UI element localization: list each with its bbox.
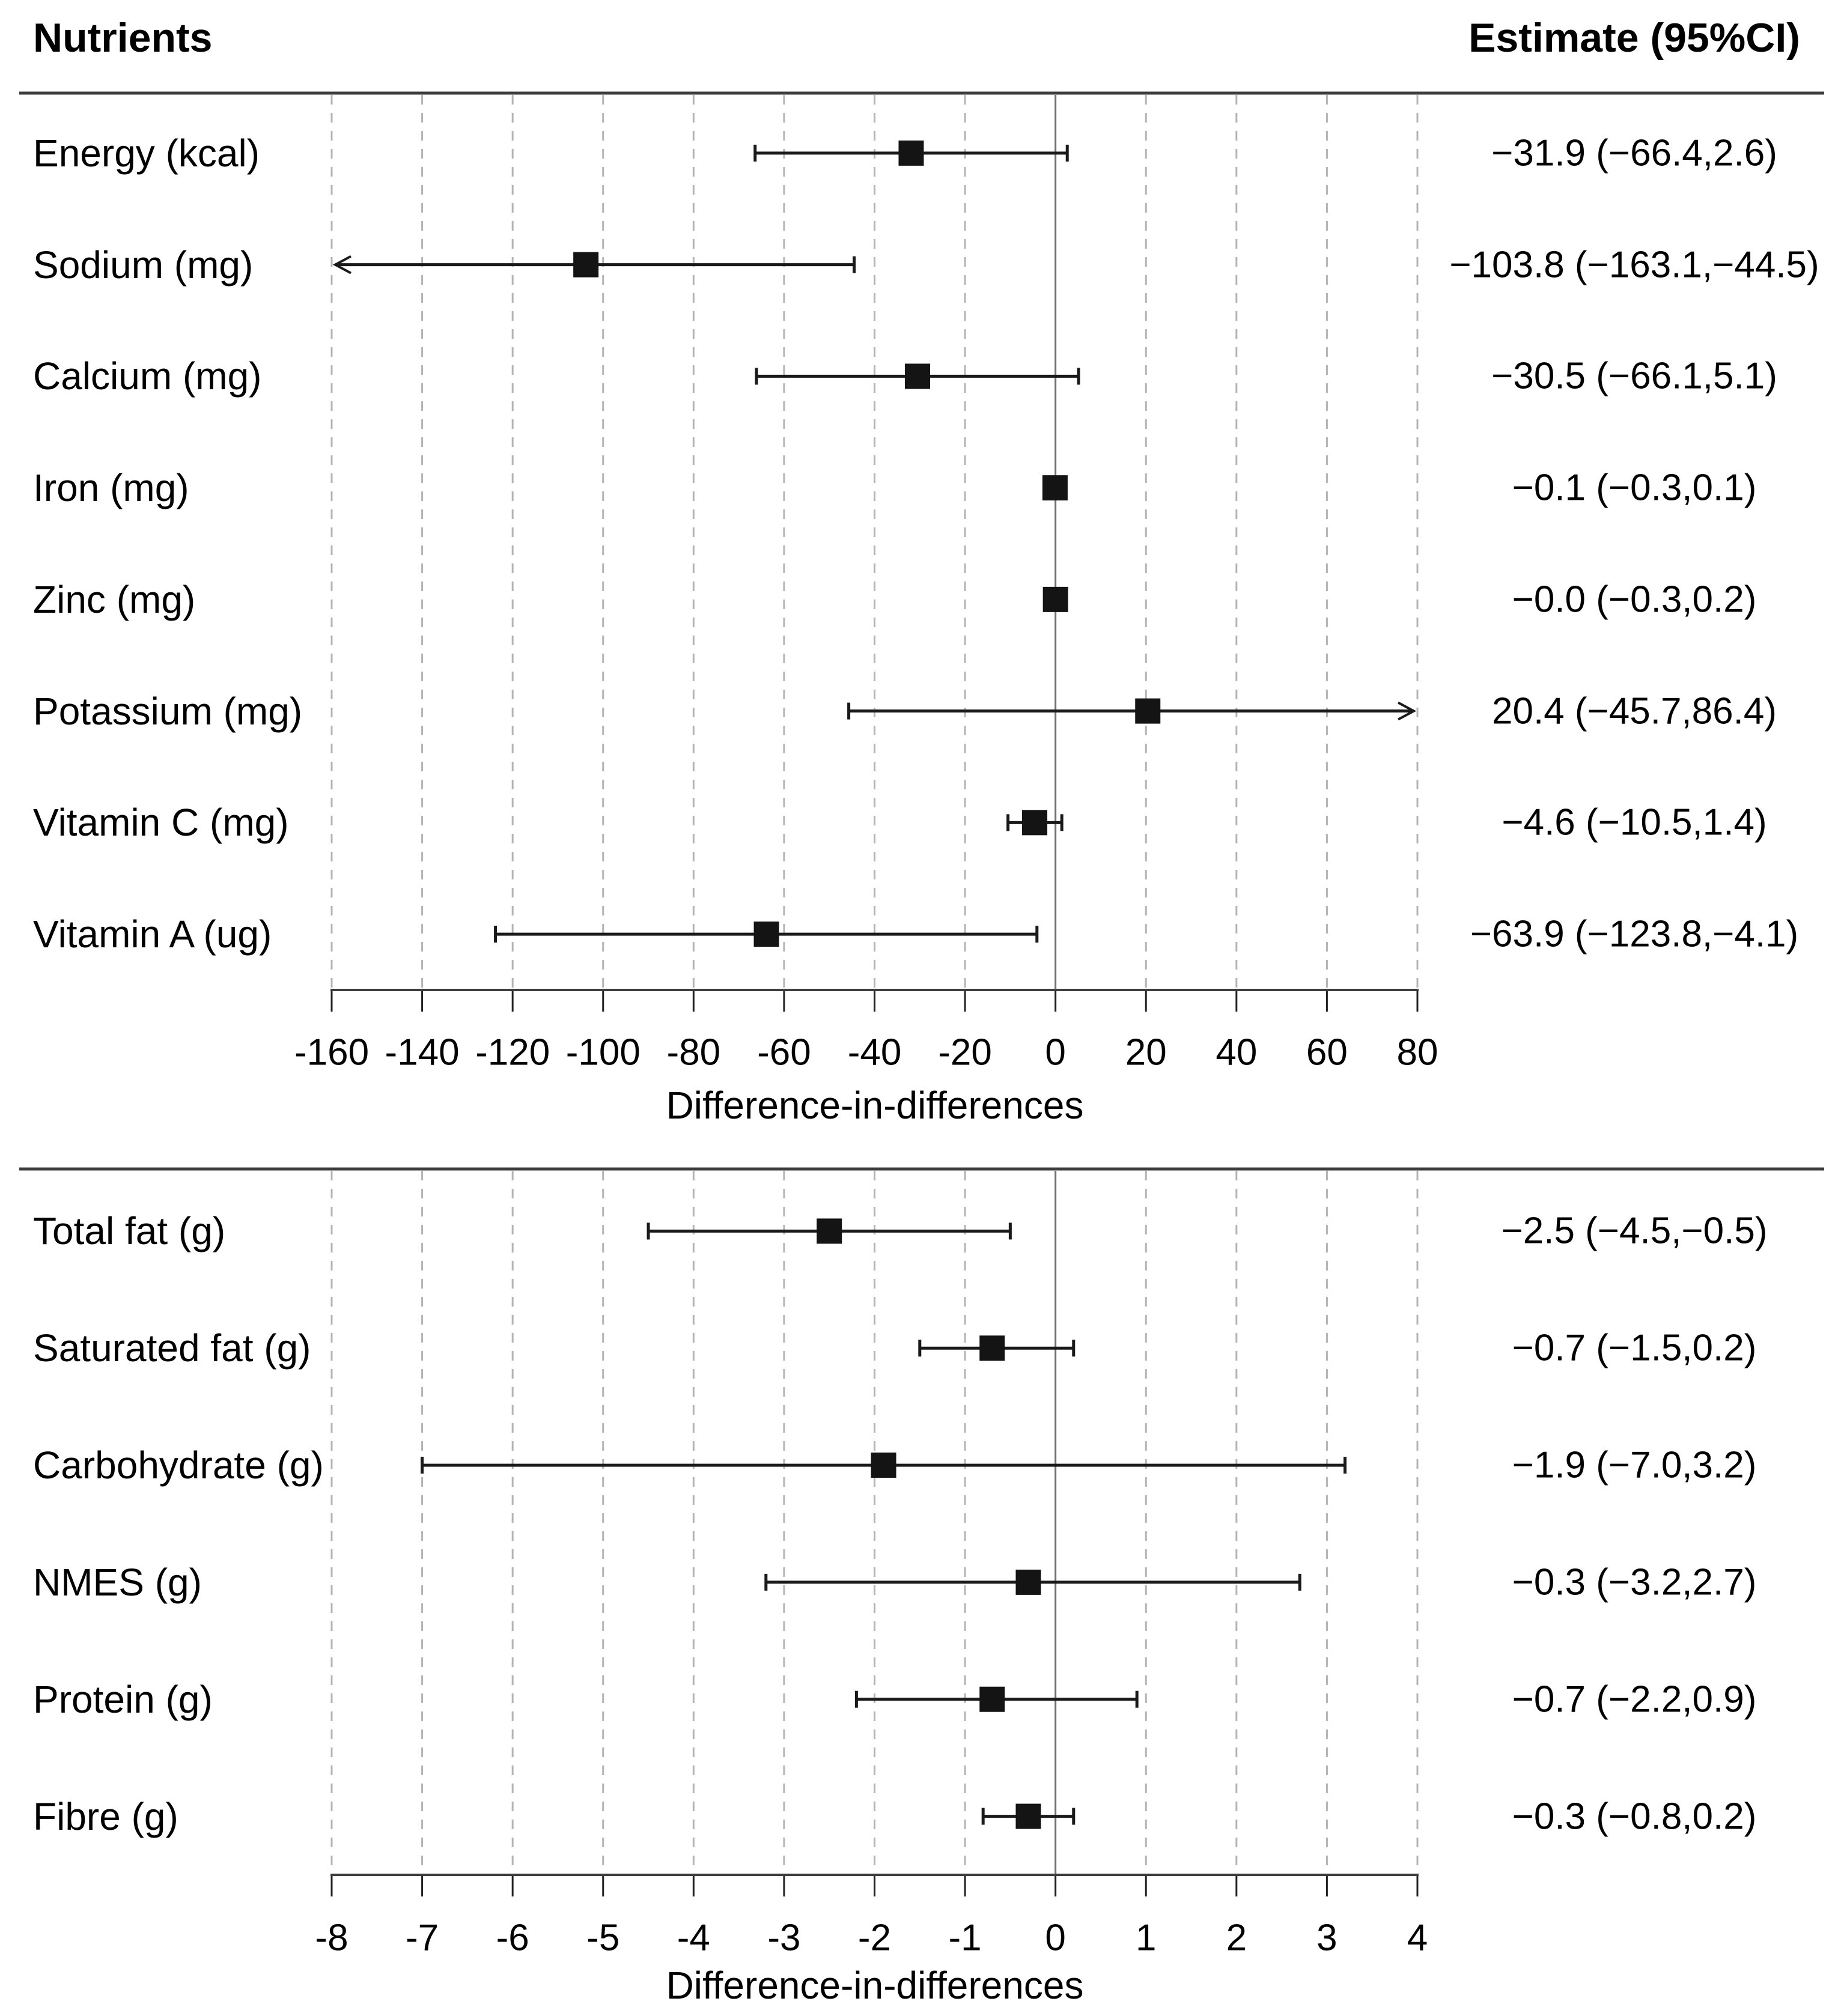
axis-tick-label: 4 <box>1407 1917 1428 1959</box>
axis-tick-label: -7 <box>406 1917 439 1959</box>
x-axis-label-top: Difference-in-differences <box>666 1084 1084 1127</box>
axis-tick-label: 20 <box>1125 1032 1167 1073</box>
row-label: Energy (kcal) <box>33 131 260 175</box>
estimate-value: −0.1 (−0.3,0.1) <box>1512 467 1757 509</box>
axis-tick-label: -100 <box>566 1032 641 1073</box>
forest-marker <box>898 140 924 166</box>
forest-marker <box>817 1218 842 1244</box>
forest-marker <box>753 921 779 947</box>
axis-tick-label: -20 <box>938 1032 992 1073</box>
axis-tick-label: -80 <box>667 1032 721 1073</box>
estimate-value: −30.5 (−66.1,5.1) <box>1491 355 1777 397</box>
estimate-value: −103.8 (−163.1,−44.5) <box>1449 244 1819 286</box>
forest-marker <box>1015 1569 1041 1595</box>
column-header-estimate: Estimate (95%CI) <box>1468 15 1800 61</box>
estimate-value: −31.9 (−66.4,2.6) <box>1491 132 1777 174</box>
row-label: Zinc (mg) <box>33 577 196 621</box>
row-label: Vitamin A (ug) <box>33 912 272 956</box>
row-label: Calcium (mg) <box>33 354 262 398</box>
estimate-value: −0.7 (−1.5,0.2) <box>1512 1327 1757 1369</box>
forest-marker <box>1042 475 1068 501</box>
x-axis-label-bottom: Difference-in-differences <box>666 1964 1084 2007</box>
ci-arrow-right <box>1398 701 1417 721</box>
row-label: Carbohydrate (g) <box>33 1444 324 1487</box>
axis-tick-label: -4 <box>677 1917 710 1959</box>
axis-tick-label: -2 <box>858 1917 891 1959</box>
axis-tick-label: -8 <box>315 1917 348 1959</box>
row-label: Fibre (g) <box>33 1794 178 1838</box>
forest-marker <box>1015 1803 1041 1829</box>
forest-marker <box>871 1453 896 1478</box>
estimate-value: −4.6 (−10.5,1.4) <box>1502 801 1767 843</box>
row-label: Iron (mg) <box>33 466 189 510</box>
row-label: Potassium (mg) <box>33 689 303 733</box>
estimate-value: 20.4 (−45.7,86.4) <box>1492 690 1777 732</box>
forest-marker <box>1042 586 1068 612</box>
row-label: Saturated fat (g) <box>33 1326 311 1370</box>
estimate-value: −2.5 (−4.5,−0.5) <box>1501 1210 1768 1252</box>
axis-tick-label: 0 <box>1045 1032 1065 1073</box>
axis-tick-label: 0 <box>1045 1917 1065 1959</box>
forest-marker <box>1135 698 1161 724</box>
row-label: Protein (g) <box>33 1677 213 1721</box>
axis-tick-label: -5 <box>586 1917 619 1959</box>
axis-tick-label: 2 <box>1226 1917 1247 1959</box>
axis-tick-label: -140 <box>385 1032 460 1073</box>
ci-arrow-left <box>332 255 351 275</box>
row-label: NMES (g) <box>33 1560 202 1604</box>
forest-marker <box>573 252 599 278</box>
estimate-value: −0.3 (−3.2,2.7) <box>1512 1561 1757 1603</box>
axis-tick-label: -6 <box>496 1917 529 1959</box>
axis-tick-label: -60 <box>757 1032 811 1073</box>
axis-tick-label: -3 <box>767 1917 800 1959</box>
axis-tick-label: 1 <box>1136 1917 1156 1959</box>
axis-tick-label: 60 <box>1306 1032 1348 1073</box>
forest-marker <box>1022 810 1048 836</box>
axis-tick-label: -1 <box>949 1917 982 1959</box>
row-label: Sodium (mg) <box>33 243 254 287</box>
forest-marker <box>905 363 931 389</box>
axis-tick-label: 80 <box>1397 1032 1438 1073</box>
row-label: Total fat (g) <box>33 1209 226 1253</box>
forest-marker <box>979 1335 1005 1361</box>
estimate-value: −63.9 (−123.8,−4.1) <box>1470 913 1799 955</box>
column-header-nutrients: Nutrients <box>33 15 213 61</box>
axis-tick-label: -120 <box>475 1032 550 1073</box>
axis-tick-label: -40 <box>848 1032 902 1073</box>
estimate-value: −0.3 (−0.8,0.2) <box>1512 1796 1757 1838</box>
row-label: Vitamin C (mg) <box>33 801 289 845</box>
estimate-value: −0.7 (−2.2,0.9) <box>1512 1678 1757 1720</box>
axis-tick-label: 40 <box>1216 1032 1257 1073</box>
axis-tick-label: -160 <box>294 1032 369 1073</box>
axis-tick-label: 3 <box>1316 1917 1337 1959</box>
estimate-value: −1.9 (−7.0,3.2) <box>1512 1444 1757 1486</box>
forest-marker <box>979 1686 1005 1712</box>
estimate-value: −0.0 (−0.3,0.2) <box>1512 578 1757 621</box>
